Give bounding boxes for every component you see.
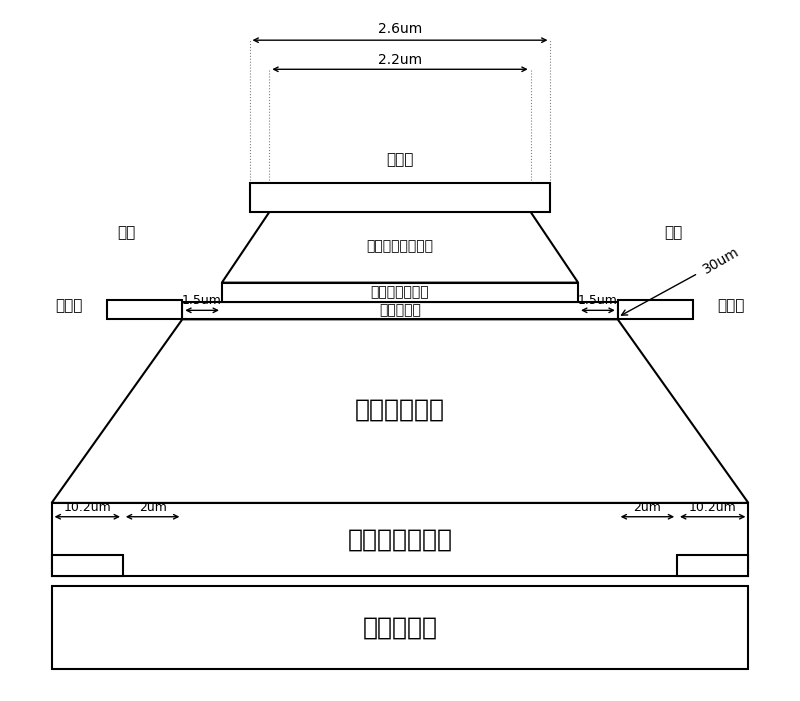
Polygon shape xyxy=(222,212,578,283)
Text: 镓砷集电极层: 镓砷集电极层 xyxy=(355,397,445,421)
Bar xyxy=(52,554,123,576)
Text: 基极: 基极 xyxy=(664,225,682,240)
Text: 2um: 2um xyxy=(634,501,662,514)
Text: 发射极: 发射极 xyxy=(386,153,414,168)
Polygon shape xyxy=(52,320,748,503)
Text: 镓砷衬底层: 镓砷衬底层 xyxy=(362,615,438,639)
Bar xyxy=(107,300,182,320)
Text: 基极: 基极 xyxy=(118,225,136,240)
Text: 10.2um: 10.2um xyxy=(689,501,737,514)
Bar xyxy=(618,300,693,320)
Text: 铟镓砷镓砷盖帽层: 铟镓砷镓砷盖帽层 xyxy=(366,240,434,254)
Text: 1.5um: 1.5um xyxy=(578,294,618,307)
Text: 2um: 2um xyxy=(138,501,166,514)
Bar xyxy=(52,503,748,576)
Text: 10.2um: 10.2um xyxy=(63,501,111,514)
Bar xyxy=(677,554,748,576)
Text: 2.2um: 2.2um xyxy=(378,53,422,67)
Text: 30um: 30um xyxy=(622,245,742,315)
Text: 1.5um: 1.5um xyxy=(182,294,222,307)
Text: 2.6um: 2.6um xyxy=(378,22,422,36)
Bar xyxy=(222,283,578,302)
Text: 镓砷基极层: 镓砷基极层 xyxy=(379,304,421,318)
Bar xyxy=(182,302,618,320)
Text: 铟镓磷发射极层: 铟镓磷发射极层 xyxy=(370,285,430,299)
Bar xyxy=(250,183,550,212)
Text: 集电极: 集电极 xyxy=(55,298,82,313)
Text: 集电极: 集电极 xyxy=(718,298,745,313)
Text: 镓砷子集电极层: 镓砷子集电极层 xyxy=(347,527,453,551)
Bar xyxy=(52,586,748,669)
